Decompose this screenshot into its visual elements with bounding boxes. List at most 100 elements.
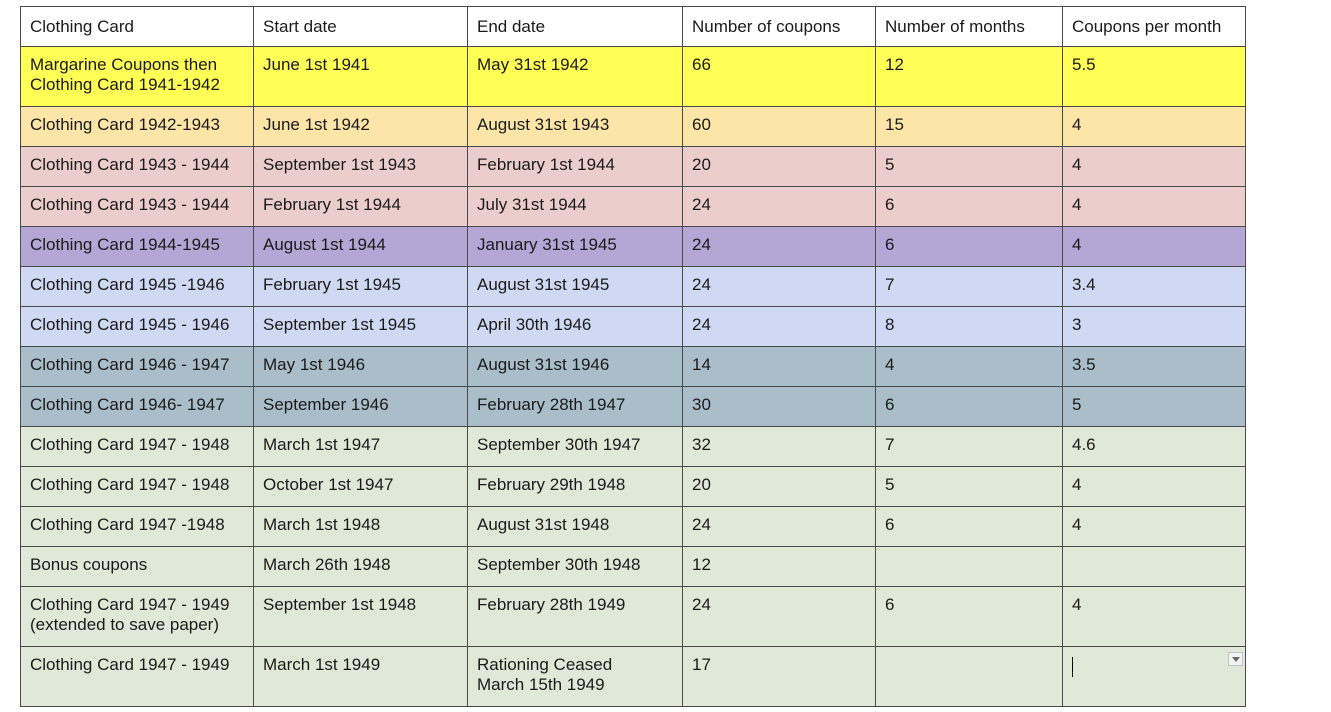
cell-clothing-card[interactable]: Clothing Card 1946- 1947 [20, 386, 254, 427]
cell-coupons-per-month[interactable]: 3.5 [1062, 346, 1246, 387]
cell-number-of-coupons[interactable]: 32 [682, 426, 876, 467]
cell-clothing-card[interactable]: Clothing Card 1945 - 1946 [20, 306, 254, 347]
cell-number-of-coupons[interactable]: 17 [682, 646, 876, 707]
cell-number-of-coupons[interactable]: 24 [682, 186, 876, 227]
cell-start-date[interactable]: March 1st 1948 [253, 506, 468, 547]
cell-end-date[interactable]: February 28th 1949 [467, 586, 683, 647]
cell-start-date[interactable]: March 26th 1948 [253, 546, 468, 587]
cell-coupons-per-month[interactable]: 4 [1062, 146, 1246, 187]
header-cell-end-date[interactable]: End date [467, 6, 683, 47]
cell-number-of-coupons[interactable]: 14 [682, 346, 876, 387]
header-cell-clothing-card[interactable]: Clothing Card [20, 6, 254, 47]
cell-coupons-per-month[interactable]: 4 [1062, 586, 1246, 647]
cell-number-of-months[interactable]: 6 [875, 386, 1063, 427]
dropdown-arrow-icon[interactable] [1228, 652, 1243, 666]
cell-start-date[interactable]: March 1st 1949 [253, 646, 468, 707]
cell-end-date[interactable]: February 28th 1947 [467, 386, 683, 427]
cell-number-of-months[interactable]: 6 [875, 186, 1063, 227]
cell-number-of-months[interactable]: 7 [875, 266, 1063, 307]
cell-number-of-months[interactable] [875, 646, 1063, 707]
cell-number-of-coupons[interactable]: 12 [682, 546, 876, 587]
cell-coupons-per-month[interactable]: 4.6 [1062, 426, 1246, 467]
cell-number-of-months[interactable]: 12 [875, 46, 1063, 107]
cell-clothing-card[interactable]: Bonus coupons [20, 546, 254, 587]
header-row: Clothing Card Start date End date Number of… [20, 6, 1246, 47]
cell-clothing-card[interactable]: Clothing Card 1947 - 1948 [20, 466, 254, 507]
cell-end-date[interactable]: May 31st 1942 [467, 46, 683, 107]
cell-number-of-coupons[interactable]: 24 [682, 226, 876, 267]
cell-end-date[interactable]: February 1st 1944 [467, 146, 683, 187]
cell-clothing-card[interactable]: Clothing Card 1947 -1948 [20, 506, 254, 547]
cell-clothing-card[interactable]: Clothing Card 1942-1943 [20, 106, 254, 147]
cell-number-of-months[interactable]: 4 [875, 346, 1063, 387]
cell-coupons-per-month[interactable]: 4 [1062, 506, 1246, 547]
cell-number-of-coupons[interactable]: 24 [682, 266, 876, 307]
cell-end-date[interactable]: August 31st 1945 [467, 266, 683, 307]
cell-number-of-months[interactable]: 8 [875, 306, 1063, 347]
cell-start-date[interactable]: June 1st 1941 [253, 46, 468, 107]
cell-start-date[interactable]: February 1st 1944 [253, 186, 468, 227]
cell-coupons-per-month[interactable] [1062, 546, 1246, 587]
cell-start-date[interactable]: October 1st 1947 [253, 466, 468, 507]
cell-number-of-coupons[interactable]: 20 [682, 146, 876, 187]
cell-number-of-months[interactable]: 5 [875, 146, 1063, 187]
cell-coupons-per-month[interactable]: 3 [1062, 306, 1246, 347]
cell-end-date[interactable]: August 31st 1946 [467, 346, 683, 387]
cell-number-of-months[interactable]: 6 [875, 586, 1063, 647]
header-cell-number-of-coupons[interactable]: Number of coupons [682, 6, 876, 47]
cell-end-date[interactable]: August 31st 1943 [467, 106, 683, 147]
cell-start-date[interactable]: August 1st 1944 [253, 226, 468, 267]
cell-number-of-months[interactable]: 15 [875, 106, 1063, 147]
cell-end-date[interactable]: January 31st 1945 [467, 226, 683, 267]
cell-coupons-per-month[interactable]: 4 [1062, 226, 1246, 267]
cell-start-date[interactable]: September 1st 1945 [253, 306, 468, 347]
cell-clothing-card[interactable]: Margarine Coupons then Clothing Card 194… [20, 46, 254, 107]
cell-coupons-per-month[interactable]: 4 [1062, 106, 1246, 147]
cell-number-of-coupons[interactable]: 24 [682, 306, 876, 347]
header-cell-coupons-per-month[interactable]: Coupons per month [1062, 6, 1246, 47]
cell-coupons-per-month[interactable]: 5 [1062, 386, 1246, 427]
cell-number-of-coupons[interactable]: 24 [682, 506, 876, 547]
cell-clothing-card[interactable]: Clothing Card 1944-1945 [20, 226, 254, 267]
table-row: Clothing Card 1945 - 1946 September 1st 1… [20, 306, 1246, 347]
cell-clothing-card[interactable]: Clothing Card 1945 -1946 [20, 266, 254, 307]
cell-number-of-coupons[interactable]: 60 [682, 106, 876, 147]
cell-start-date[interactable]: March 1st 1947 [253, 426, 468, 467]
active-cell-coupons-per-month[interactable] [1062, 646, 1246, 707]
cell-number-of-months[interactable]: 6 [875, 506, 1063, 547]
cell-start-date[interactable]: September 1946 [253, 386, 468, 427]
cell-end-date[interactable]: July 31st 1944 [467, 186, 683, 227]
cell-number-of-coupons[interactable]: 66 [682, 46, 876, 107]
cell-start-date[interactable]: June 1st 1942 [253, 106, 468, 147]
cell-clothing-card[interactable]: Clothing Card 1946 - 1947 [20, 346, 254, 387]
cell-number-of-coupons[interactable]: 20 [682, 466, 876, 507]
table-row: Clothing Card 1945 -1946 February 1st 194… [20, 266, 1246, 307]
cell-start-date[interactable]: September 1st 1948 [253, 586, 468, 647]
cell-number-of-months[interactable]: 5 [875, 466, 1063, 507]
cell-end-date[interactable]: February 29th 1948 [467, 466, 683, 507]
cell-clothing-card[interactable]: Clothing Card 1947 - 1949 (extended to s… [20, 586, 254, 647]
cell-end-date[interactable]: August 31st 1948 [467, 506, 683, 547]
header-cell-start-date[interactable]: Start date [253, 6, 468, 47]
cell-end-date[interactable]: Rationing Ceased March 15th 1949 [467, 646, 683, 707]
cell-clothing-card[interactable]: Clothing Card 1943 - 1944 [20, 186, 254, 227]
cell-clothing-card[interactable]: Clothing Card 1947 - 1949 [20, 646, 254, 707]
cell-start-date[interactable]: September 1st 1943 [253, 146, 468, 187]
cell-coupons-per-month[interactable]: 4 [1062, 466, 1246, 507]
cell-start-date[interactable]: May 1st 1946 [253, 346, 468, 387]
cell-number-of-coupons[interactable]: 24 [682, 586, 876, 647]
cell-number-of-months[interactable] [875, 546, 1063, 587]
cell-clothing-card[interactable]: Clothing Card 1947 - 1948 [20, 426, 254, 467]
cell-number-of-months[interactable]: 6 [875, 226, 1063, 267]
header-cell-number-of-months[interactable]: Number of months [875, 6, 1063, 47]
cell-coupons-per-month[interactable]: 3.4 [1062, 266, 1246, 307]
cell-number-of-months[interactable]: 7 [875, 426, 1063, 467]
cell-end-date[interactable]: September 30th 1948 [467, 546, 683, 587]
cell-coupons-per-month[interactable]: 4 [1062, 186, 1246, 227]
cell-start-date[interactable]: February 1st 1945 [253, 266, 468, 307]
cell-clothing-card[interactable]: Clothing Card 1943 - 1944 [20, 146, 254, 187]
cell-number-of-coupons[interactable]: 30 [682, 386, 876, 427]
cell-end-date[interactable]: September 30th 1947 [467, 426, 683, 467]
cell-coupons-per-month[interactable]: 5.5 [1062, 46, 1246, 107]
cell-end-date[interactable]: April 30th 1946 [467, 306, 683, 347]
